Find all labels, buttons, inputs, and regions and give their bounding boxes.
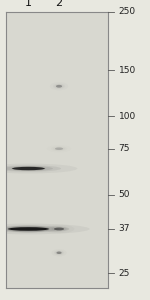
Ellipse shape: [57, 251, 62, 254]
Ellipse shape: [11, 166, 46, 171]
Text: 25: 25: [118, 269, 130, 278]
Text: 100: 100: [118, 112, 136, 121]
Ellipse shape: [0, 226, 59, 232]
Text: 2: 2: [56, 0, 63, 8]
Ellipse shape: [8, 227, 49, 231]
Ellipse shape: [8, 227, 49, 231]
Text: 1: 1: [25, 0, 32, 8]
Ellipse shape: [7, 226, 50, 232]
Text: 150: 150: [118, 65, 136, 74]
Ellipse shape: [54, 228, 64, 230]
Ellipse shape: [12, 167, 45, 170]
Ellipse shape: [55, 148, 63, 150]
Ellipse shape: [56, 85, 62, 88]
Text: 250: 250: [118, 8, 136, 16]
Ellipse shape: [56, 85, 62, 88]
Ellipse shape: [0, 165, 61, 172]
Ellipse shape: [57, 251, 62, 254]
Ellipse shape: [51, 227, 67, 231]
Ellipse shape: [4, 166, 53, 171]
Text: 37: 37: [118, 224, 130, 233]
Text: 75: 75: [118, 144, 130, 153]
Ellipse shape: [12, 167, 45, 170]
Ellipse shape: [0, 225, 69, 233]
Ellipse shape: [54, 228, 64, 230]
Text: 50: 50: [118, 190, 130, 199]
